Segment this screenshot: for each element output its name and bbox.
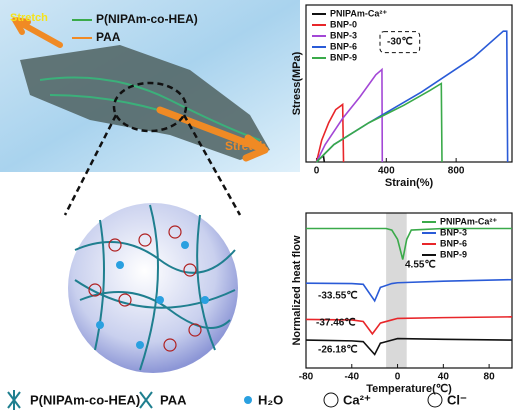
legend-label: BNP-3 [330,30,357,40]
legend-text: H₂O [258,392,283,407]
arrow-left [12,17,63,48]
legend-label: PNIPAm-Ca²⁺ [440,216,497,226]
series-line [305,316,513,336]
stretch-label: Stretch [225,139,266,153]
legend-text: P(NIPAm-co-HEA) [30,392,140,407]
stretch-label: Stretch [10,12,48,24]
zoom-ellipse [112,81,188,133]
legend-label: BNP-6 [330,41,357,51]
y-axis-label: Stress(MPa) [291,51,303,115]
zoom-line [182,114,242,216]
legend-label: BNP-9 [330,52,357,62]
series-line [305,278,513,303]
bottom-legend: P(NIPAm-co-HEA) PAA H₂O Ca²⁺ Cl⁻ [7,390,467,410]
water-dots [96,241,209,349]
zoom-line [63,114,118,216]
x-tick-label: 40 [438,372,450,383]
x-tick-label: 0 [314,166,320,177]
x-tick-label: 0 [395,372,401,383]
plot-frame [305,4,513,163]
x-tick-label: -40 [345,372,360,383]
legend-icon [427,392,443,408]
annotation: -33.55℃ [318,291,358,302]
annotation: -26.18℃ [318,345,358,356]
x-axis-label: Strain(%) [385,177,434,189]
arrow-right [156,106,269,162]
annotation: 4.55℃ [405,260,436,271]
legend-text: PAA [160,392,187,407]
x-tick-label: 800 [448,166,465,177]
series-line [315,67,384,163]
ions [88,225,202,352]
illustration-label: PAA [96,30,121,44]
y-axis-label: Normalized heat flow [291,235,303,345]
network [74,204,236,371]
legend-label: BNP-0 [330,19,357,29]
series-line [305,337,513,356]
legend-icon [323,392,339,408]
annotation: -37.46℃ [316,318,356,329]
network-sphere [68,203,238,373]
series-line [315,102,345,163]
series-line [306,227,512,260]
x-tick-label: 400 [378,166,395,177]
legend-text: Cl⁻ [447,392,467,407]
plot-frame [305,212,513,369]
series-line [315,82,443,163]
annotation-box [379,31,421,54]
legend-text: Ca²⁺ [343,392,371,407]
x-tick-label: 80 [484,372,496,383]
legend-icon [244,396,252,404]
legend-icon [139,391,153,409]
x-tick-label: -80 [299,372,314,383]
x-axis-label: Temperature(℃) [366,383,452,395]
illustration-label: P(NIPAm-co-HEA) [96,12,198,26]
legend-label: BNP-3 [440,227,467,237]
legend-icon [7,390,21,410]
legend-label: BNP-6 [440,238,467,248]
annotation: -30℃ [387,37,413,48]
legend-label: PNIPAm-Ca²⁺ [330,8,387,18]
legend-label: BNP-9 [440,249,467,259]
